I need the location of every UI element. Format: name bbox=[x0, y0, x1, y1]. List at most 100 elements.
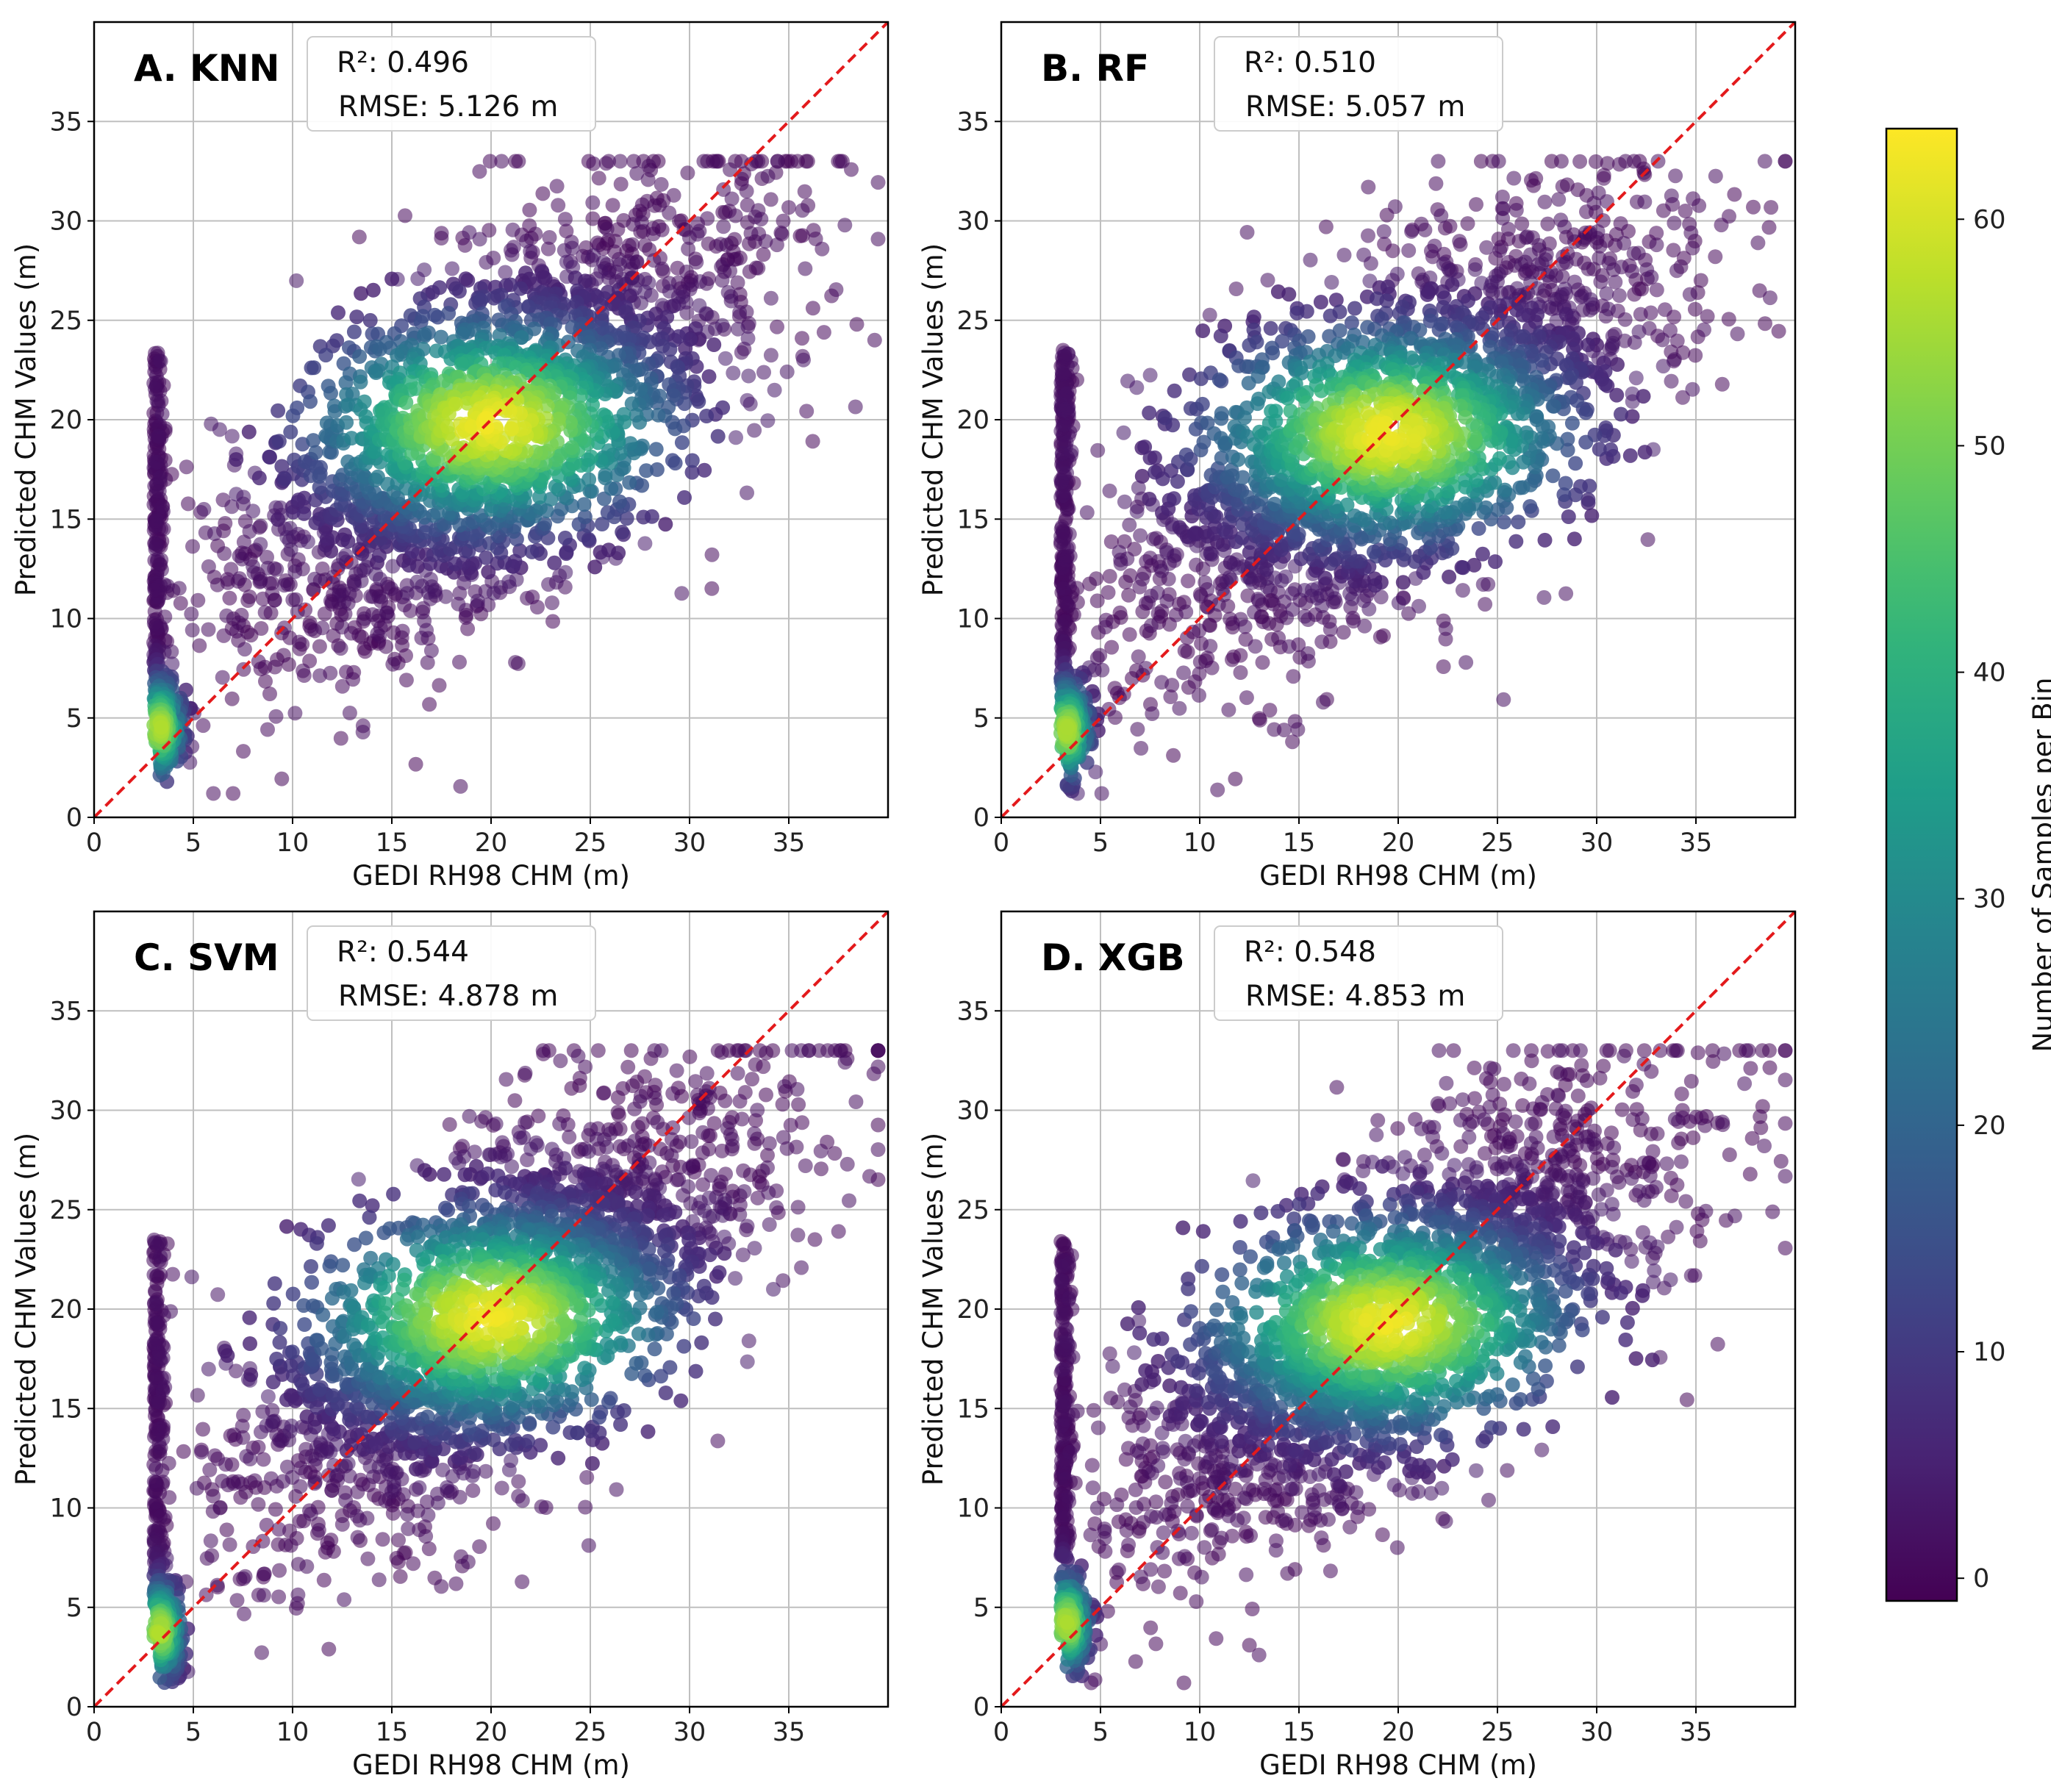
data-point bbox=[1603, 442, 1619, 457]
data-point bbox=[379, 605, 394, 620]
data-point bbox=[1113, 552, 1128, 567]
data-point bbox=[262, 687, 277, 701]
data-point bbox=[217, 546, 232, 562]
data-point bbox=[479, 254, 494, 270]
data-point bbox=[224, 691, 240, 706]
data-point bbox=[1644, 269, 1659, 284]
data-point bbox=[334, 620, 350, 635]
data-point bbox=[833, 154, 848, 169]
data-point bbox=[795, 331, 809, 346]
data-point bbox=[190, 592, 206, 608]
data-point bbox=[1678, 204, 1693, 218]
data-point bbox=[265, 586, 280, 601]
data-point bbox=[1522, 499, 1538, 514]
data-point bbox=[1291, 526, 1306, 542]
data-point bbox=[419, 623, 434, 638]
data-point bbox=[292, 634, 307, 650]
data-point bbox=[1318, 219, 1334, 234]
data-point bbox=[1055, 619, 1070, 634]
data-point bbox=[1179, 630, 1195, 645]
data-point bbox=[1280, 390, 1295, 406]
data-point bbox=[226, 786, 241, 801]
data-point bbox=[185, 539, 200, 554]
data-point bbox=[451, 284, 467, 299]
data-point bbox=[303, 394, 318, 409]
data-point bbox=[1089, 571, 1104, 587]
data-point bbox=[1297, 609, 1312, 624]
data-point bbox=[179, 459, 194, 475]
data-point bbox=[1133, 528, 1148, 543]
data-point bbox=[287, 706, 303, 721]
data-point bbox=[257, 605, 273, 620]
data-point bbox=[1558, 255, 1574, 270]
data-point bbox=[1121, 587, 1137, 603]
data-point bbox=[1215, 537, 1231, 552]
data-point bbox=[1514, 257, 1529, 272]
data-point bbox=[1555, 179, 1570, 194]
data-point bbox=[1534, 353, 1550, 368]
data-point bbox=[1682, 287, 1697, 302]
data-point bbox=[1192, 654, 1208, 670]
data-point bbox=[681, 230, 697, 245]
data-point bbox=[1530, 307, 1545, 323]
data-point bbox=[1260, 273, 1275, 288]
data-point bbox=[760, 413, 776, 429]
data-point bbox=[216, 628, 232, 643]
data-point bbox=[545, 614, 560, 629]
data-point bbox=[1340, 341, 1356, 356]
data-point bbox=[395, 623, 410, 639]
data-point bbox=[429, 463, 444, 479]
data-point bbox=[667, 456, 683, 471]
data-point bbox=[354, 546, 370, 562]
data-point bbox=[1328, 293, 1344, 308]
data-point bbox=[464, 419, 479, 434]
data-point bbox=[581, 531, 596, 547]
data-point bbox=[338, 375, 354, 390]
data-point bbox=[1531, 237, 1547, 253]
data-point bbox=[340, 534, 356, 549]
data-point bbox=[1669, 333, 1685, 348]
data-point bbox=[625, 237, 640, 252]
data-point bbox=[231, 615, 246, 631]
data-point bbox=[545, 595, 559, 611]
data-point bbox=[1572, 154, 1588, 169]
data-point bbox=[271, 434, 287, 449]
data-point bbox=[173, 595, 188, 611]
data-point bbox=[318, 348, 334, 363]
data-point bbox=[1496, 692, 1511, 707]
data-point bbox=[1764, 200, 1779, 215]
data-point bbox=[251, 470, 267, 486]
data-point bbox=[398, 395, 414, 410]
data-point bbox=[1750, 235, 1766, 251]
data-point bbox=[1655, 332, 1670, 348]
data-point bbox=[1425, 249, 1440, 265]
data-point bbox=[1102, 569, 1117, 584]
data-point bbox=[758, 234, 773, 249]
data-point bbox=[427, 307, 443, 323]
data-point bbox=[147, 381, 162, 397]
data-point bbox=[223, 562, 239, 577]
data-point bbox=[282, 520, 298, 536]
data-point bbox=[501, 574, 517, 589]
data-point bbox=[1458, 655, 1474, 670]
data-point bbox=[1491, 154, 1506, 169]
data-point bbox=[1231, 452, 1246, 467]
data-point bbox=[260, 560, 276, 576]
rmse-value: RMSE: 5.126 bbox=[338, 90, 520, 123]
data-point bbox=[728, 208, 743, 223]
data-point bbox=[1757, 154, 1772, 169]
data-point bbox=[1334, 480, 1349, 495]
data-point bbox=[1581, 492, 1596, 507]
data-point bbox=[1407, 554, 1422, 569]
data-point bbox=[1484, 275, 1500, 290]
data-point bbox=[1203, 546, 1218, 561]
data-point bbox=[1758, 316, 1772, 331]
data-point bbox=[1246, 309, 1261, 325]
data-point bbox=[662, 205, 677, 221]
data-point bbox=[1131, 649, 1146, 664]
identity-line bbox=[93, 21, 890, 819]
data-point bbox=[629, 166, 645, 181]
data-point bbox=[1516, 454, 1531, 470]
data-point bbox=[390, 348, 404, 363]
data-point bbox=[290, 400, 305, 415]
